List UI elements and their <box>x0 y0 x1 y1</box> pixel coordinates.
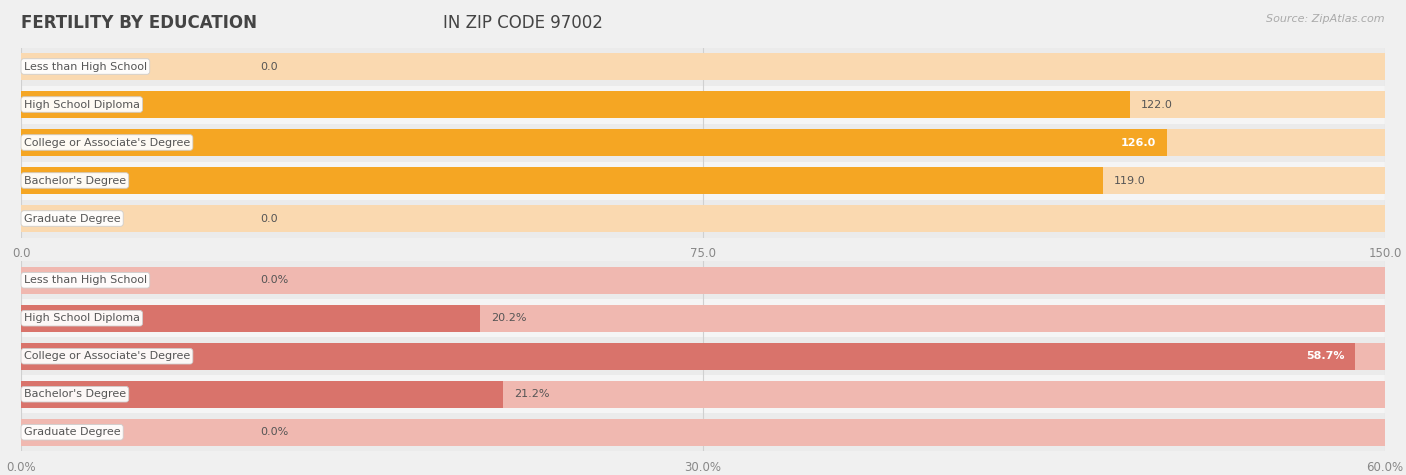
Bar <box>21 129 1385 156</box>
Bar <box>21 381 1385 408</box>
Text: 20.2%: 20.2% <box>491 313 527 323</box>
Bar <box>21 162 1385 199</box>
Text: Source: ZipAtlas.com: Source: ZipAtlas.com <box>1267 14 1385 24</box>
Bar <box>21 124 1385 162</box>
Bar <box>21 299 1385 337</box>
Bar <box>21 337 1385 375</box>
Text: 119.0: 119.0 <box>1114 175 1146 186</box>
Bar <box>21 413 1385 451</box>
Text: Bachelor's Degree: Bachelor's Degree <box>24 175 127 186</box>
Text: 126.0: 126.0 <box>1121 137 1156 148</box>
Text: 0.0%: 0.0% <box>260 275 288 285</box>
Text: 21.2%: 21.2% <box>513 389 550 399</box>
Text: IN ZIP CODE 97002: IN ZIP CODE 97002 <box>443 14 603 32</box>
Bar <box>21 419 1385 446</box>
Text: 0.0: 0.0 <box>260 213 277 224</box>
Bar <box>21 381 503 408</box>
Text: Graduate Degree: Graduate Degree <box>24 427 121 437</box>
Text: High School Diploma: High School Diploma <box>24 313 139 323</box>
Text: Less than High School: Less than High School <box>24 61 148 72</box>
Bar <box>21 305 481 332</box>
Bar <box>21 167 1104 194</box>
Bar <box>21 261 1385 299</box>
Bar <box>21 167 1385 194</box>
Bar <box>21 86 1385 124</box>
Text: High School Diploma: High School Diploma <box>24 99 139 110</box>
Bar <box>21 48 1385 86</box>
Bar <box>21 267 1385 294</box>
Text: Bachelor's Degree: Bachelor's Degree <box>24 389 127 399</box>
Text: College or Associate's Degree: College or Associate's Degree <box>24 351 190 361</box>
Text: FERTILITY BY EDUCATION: FERTILITY BY EDUCATION <box>21 14 263 32</box>
Bar <box>21 91 1130 118</box>
Bar <box>21 53 1385 80</box>
Text: 122.0: 122.0 <box>1142 99 1173 110</box>
Text: 58.7%: 58.7% <box>1306 351 1344 361</box>
Bar <box>21 129 1167 156</box>
Bar <box>21 343 1355 370</box>
Bar <box>21 305 1385 332</box>
Bar <box>21 205 1385 232</box>
Text: 0.0%: 0.0% <box>260 427 288 437</box>
Text: Less than High School: Less than High School <box>24 275 148 285</box>
Text: Graduate Degree: Graduate Degree <box>24 213 121 224</box>
Text: 0.0: 0.0 <box>260 61 277 72</box>
Bar <box>21 91 1385 118</box>
Bar <box>21 343 1385 370</box>
Bar <box>21 375 1385 413</box>
Bar <box>21 200 1385 238</box>
Text: College or Associate's Degree: College or Associate's Degree <box>24 137 190 148</box>
